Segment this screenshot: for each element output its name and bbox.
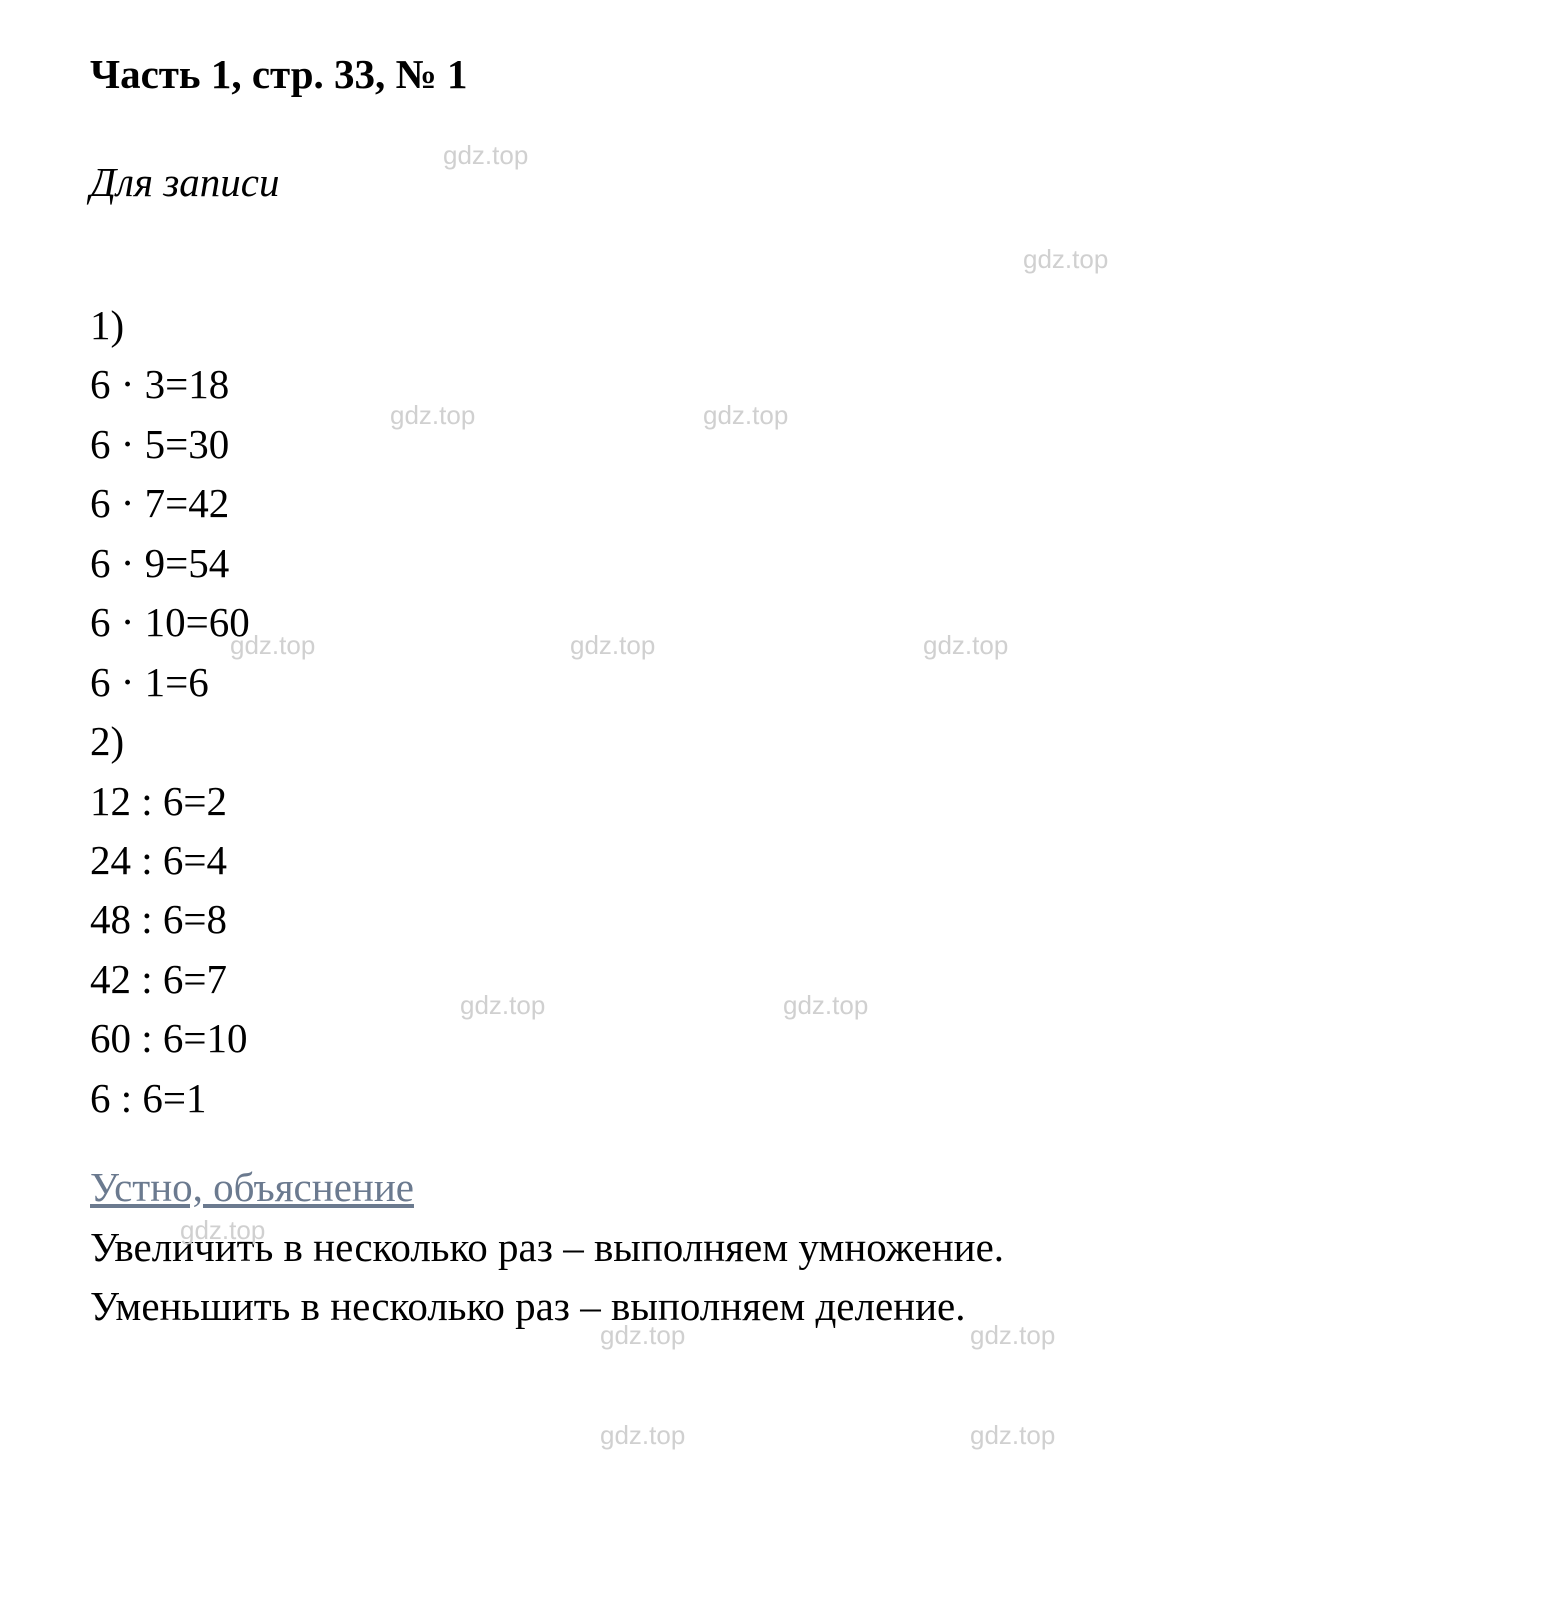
- explanation-text: Увеличить в несколько раз – выполняем ум…: [90, 1218, 1458, 1277]
- page-title: Часть 1, стр. 33, № 1: [90, 50, 1458, 98]
- equation-line: 6 · 10=60: [90, 593, 1458, 652]
- watermark: gdz.top: [600, 1420, 685, 1451]
- equation-line: 60 : 6=10: [90, 1009, 1458, 1068]
- equation-line: 6 · 3=18: [90, 355, 1458, 414]
- subtitle: Для записи: [90, 158, 1458, 206]
- equation-line: 6 · 7=42: [90, 474, 1458, 533]
- section-2-label: 2): [90, 712, 1458, 771]
- equation-line: 6 · 1=6: [90, 653, 1458, 712]
- equation-line: 12 : 6=2: [90, 772, 1458, 831]
- equation-line: 6 · 5=30: [90, 415, 1458, 474]
- explanation-heading: Устно, объяснение: [90, 1158, 1458, 1217]
- explanation-text: Уменьшить в несколько раз – выполняем де…: [90, 1277, 1458, 1336]
- equation-line: 24 : 6=4: [90, 831, 1458, 890]
- equation-line: 48 : 6=8: [90, 890, 1458, 949]
- equation-line: 42 : 6=7: [90, 950, 1458, 1009]
- watermark: gdz.top: [970, 1420, 1055, 1451]
- watermark: gdz.top: [1023, 244, 1108, 275]
- equation-line: 6 : 6=1: [90, 1069, 1458, 1128]
- section-1-label: 1): [90, 296, 1458, 355]
- equation-line: 6 · 9=54: [90, 534, 1458, 593]
